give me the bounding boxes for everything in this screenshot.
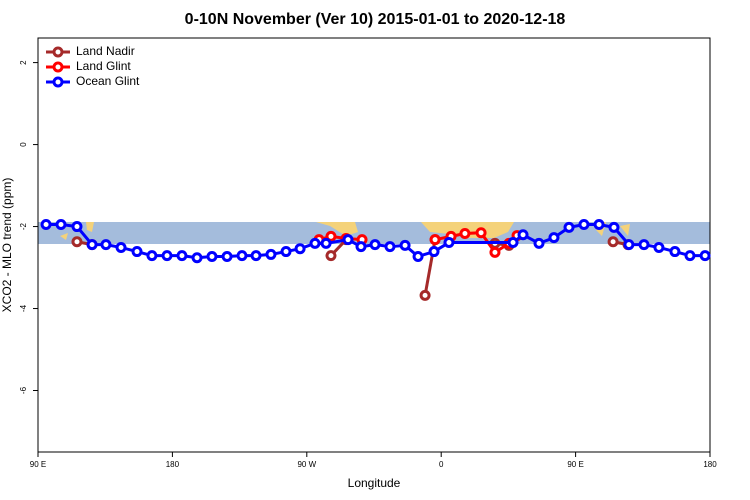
point — [309, 237, 321, 249]
point — [115, 241, 127, 253]
point — [699, 250, 711, 262]
x-tick-label: 180 — [166, 460, 180, 469]
point — [507, 237, 519, 249]
point — [55, 219, 67, 231]
point — [40, 219, 52, 231]
x-tick-label: 0 — [439, 460, 444, 469]
point — [86, 239, 98, 251]
y-tick-label: -4 — [19, 304, 28, 312]
point — [131, 246, 143, 258]
y-tick-label: -2 — [19, 222, 28, 230]
point — [100, 239, 112, 251]
chart-title: 0-10N November (Ver 10) 2015-01-01 to 20… — [185, 11, 566, 28]
point — [419, 289, 431, 301]
point — [206, 250, 218, 262]
map-strip — [38, 222, 710, 244]
point — [593, 219, 605, 231]
point — [412, 250, 424, 262]
point — [517, 229, 529, 241]
point — [578, 219, 590, 231]
point — [342, 234, 354, 246]
point — [221, 250, 233, 262]
point — [607, 236, 619, 248]
y-tick-label: 2 — [19, 60, 28, 65]
point — [638, 239, 650, 251]
point — [475, 227, 487, 239]
y-axis-label: XCO2 - MLO trend (ppm) — [0, 178, 14, 313]
point — [161, 250, 173, 262]
y-tick-label: -6 — [19, 386, 28, 394]
point — [71, 221, 83, 233]
point — [563, 221, 575, 233]
point — [71, 236, 83, 248]
point — [250, 250, 262, 262]
point — [191, 252, 203, 264]
point — [548, 232, 560, 244]
legend-marker — [52, 61, 64, 73]
point — [608, 221, 620, 233]
point — [459, 228, 471, 240]
point — [443, 237, 455, 249]
point — [294, 243, 306, 255]
point — [684, 250, 696, 262]
point — [236, 250, 248, 262]
point — [399, 239, 411, 251]
x-tick-label: 90 W — [297, 460, 316, 469]
legend-label: Land Glint — [76, 59, 131, 73]
point — [384, 241, 396, 253]
legend-marker — [52, 46, 64, 58]
point — [176, 250, 188, 262]
x-tick-label: 180 — [703, 460, 717, 469]
point — [320, 237, 332, 249]
point — [489, 246, 501, 258]
point — [669, 246, 681, 258]
y-tick-label: 0 — [19, 142, 28, 147]
point — [265, 248, 277, 260]
x-axis-label: Longitude — [348, 476, 401, 490]
point — [429, 234, 441, 246]
x-tick-label: 90 E — [30, 460, 46, 469]
point — [653, 241, 665, 253]
point — [325, 250, 337, 262]
point — [325, 230, 337, 242]
point — [428, 246, 440, 258]
plot-frame — [37, 37, 711, 453]
x-tick-label: 90 E — [567, 460, 583, 469]
point — [533, 237, 545, 249]
point — [369, 239, 381, 251]
point — [146, 250, 158, 262]
point — [355, 241, 367, 253]
point — [623, 239, 635, 251]
legend-label: Ocean Glint — [76, 74, 140, 88]
legend-marker — [52, 76, 64, 88]
legend-label: Land Nadir — [76, 44, 135, 58]
point — [280, 246, 292, 258]
